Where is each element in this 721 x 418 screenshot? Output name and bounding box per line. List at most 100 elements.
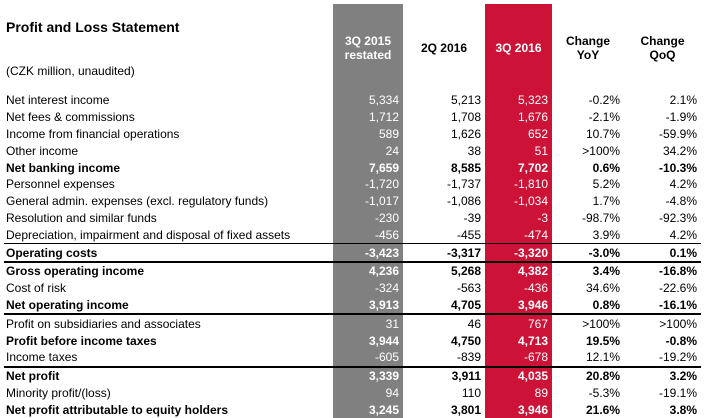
column-header: Change QoQ — [640, 34, 685, 62]
subtitle: (CZK million, unaudited) — [6, 64, 135, 78]
row-label: Profit on subsidiaries and associates — [6, 316, 201, 331]
cell: -3.0% — [552, 243, 624, 263]
cell: 12.1% — [552, 348, 624, 368]
cell: -436 — [485, 279, 552, 297]
cell: -3,423 — [333, 243, 403, 263]
cell: 3,245 — [333, 401, 403, 418]
cell: -3 — [485, 209, 552, 227]
cell: 0.8% — [552, 296, 624, 316]
table-row: Net operating income 3,913 4,705 3,946 0.8% -… — [4, 296, 701, 316]
cell: 4,713 — [485, 332, 552, 349]
cell: 51 — [485, 142, 552, 160]
table-row: Net profit 3,339 3,911 4,035 20.8% 3.2% — [4, 366, 701, 385]
cell: 767 — [485, 314, 552, 333]
cell: -324 — [333, 279, 403, 297]
cell: 3.9% — [552, 226, 624, 245]
cell: -3,317 — [403, 243, 485, 263]
cell: -1.9% — [665, 110, 697, 125]
cell: 3.2% — [669, 369, 697, 384]
table-row: Resolution and similar funds -230 -39 -3 -98… — [4, 209, 701, 227]
page: {"title": "Profit and Loss Statement", "… — [4, 4, 701, 418]
row-label: Other income — [6, 143, 79, 158]
cell: -19.1% — [658, 385, 697, 400]
cell: -0.2% — [588, 93, 620, 108]
table-row: Net profit attributable to equity holder… — [4, 401, 701, 418]
cell: -22.6% — [658, 281, 697, 296]
cell: -16.8% — [658, 264, 697, 279]
cell: >100% — [659, 316, 697, 331]
cell: 34.2% — [662, 143, 697, 158]
cell: -3,320 — [485, 243, 552, 263]
table-row: Net interest income 5,334 5,213 5,323 -0.2% 2… — [4, 92, 701, 109]
cell: 4,750 — [450, 333, 481, 348]
cell: 4.2% — [624, 226, 701, 245]
table-row: Personnel expenses -1,720 -1,737 -1,810 5.2%… — [4, 175, 701, 193]
row-label: General admin. expenses (excl. regulator… — [6, 194, 269, 209]
row-label: Cost of risk — [6, 281, 67, 296]
cell: 3,913 — [333, 296, 403, 316]
cell: 46 — [467, 316, 481, 331]
row-label: Resolution and similar funds — [6, 210, 157, 225]
cell: -19.2% — [624, 348, 701, 368]
cell: -563 — [456, 281, 481, 296]
cell: 94 — [333, 384, 403, 402]
row-label: Net operating income — [4, 296, 333, 316]
cell: 19.5% — [585, 333, 620, 348]
cell: 5,268 — [450, 264, 481, 279]
cell: 20.8% — [585, 369, 620, 384]
table-row: Profit before income taxes 3,944 4,750 4,71… — [4, 332, 701, 349]
cell: -456 — [333, 226, 403, 245]
cell: 8,585 — [450, 160, 481, 175]
column-header: 3Q 2015 restated — [333, 4, 403, 92]
cell: 3.4% — [592, 264, 620, 279]
row-label: Net profit — [6, 369, 60, 384]
table-row: Net fees & commissions 1,712 1,708 1,676 -2.… — [4, 108, 701, 126]
cell: 7,702 — [485, 159, 552, 176]
cell: -10.3% — [658, 160, 697, 175]
row-label: Income from financial operations — [6, 126, 180, 141]
cell: 4.2% — [669, 177, 697, 192]
cell: >100% — [582, 143, 620, 158]
cell: 4,705 — [403, 296, 485, 316]
cell: -1,017 — [333, 192, 403, 210]
cell: 21.6% — [585, 402, 620, 417]
column-header: 2Q 2016 — [420, 41, 468, 55]
row-label: Net fees & commissions — [6, 110, 135, 125]
cell: 4,382 — [485, 261, 552, 280]
cell: -0.8% — [665, 333, 697, 348]
cell: 4,236 — [333, 261, 403, 280]
cell: 7,659 — [333, 159, 403, 176]
table-row: Net banking income 7,659 8,585 7,702 0.6% -10… — [4, 159, 701, 176]
row-label: Minority profit/(loss) — [6, 385, 111, 400]
cell: -1,086 — [446, 194, 481, 209]
table-row: Minority profit/(loss) 94 110 89 -5.3% -19.1% — [4, 384, 701, 402]
cell: 1,676 — [485, 108, 552, 126]
cell: 5,334 — [333, 92, 403, 109]
cell: -678 — [485, 348, 552, 368]
cell: 10.7% — [585, 126, 620, 141]
table-row: Depreciation, impairment and disposal of… — [4, 226, 701, 245]
cell: 24 — [333, 142, 403, 160]
table-body: Net interest income 5,334 5,213 5,323 -0.2% 2… — [4, 92, 701, 418]
cell: -4.8% — [665, 194, 697, 209]
cell: 2.1% — [669, 93, 697, 108]
cell: -1,810 — [485, 175, 552, 193]
cell: 3,946 — [485, 401, 552, 418]
cell: 4,035 — [485, 366, 552, 385]
cell: -230 — [333, 209, 403, 227]
row-label: Personnel expenses — [6, 177, 115, 192]
cell: -455 — [403, 226, 485, 245]
row-label: Income taxes — [4, 348, 333, 368]
column-header: Change YoY — [565, 34, 610, 62]
cell: 34.6% — [585, 281, 620, 296]
cell: 38 — [467, 143, 481, 158]
cell: -39 — [463, 210, 481, 225]
cell: 1,626 — [450, 126, 481, 141]
cell: -605 — [333, 348, 403, 368]
cell: 652 — [485, 125, 552, 143]
cell: -1,737 — [446, 177, 481, 192]
cell: 110 — [461, 385, 481, 400]
table-row: Income from financial operations 589 1,626… — [4, 125, 701, 143]
cell: 0.6% — [592, 160, 620, 175]
cell: -1,034 — [485, 192, 552, 210]
